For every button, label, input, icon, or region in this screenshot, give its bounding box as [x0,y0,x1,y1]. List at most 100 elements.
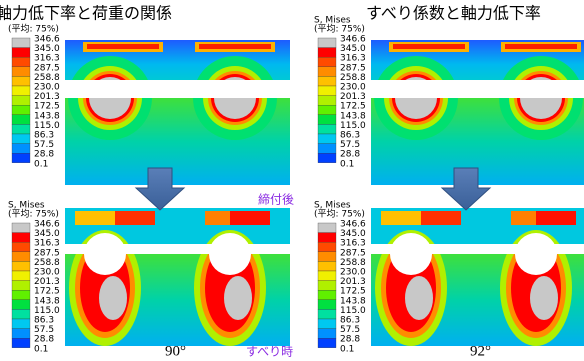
legend-label: 57.5 [340,140,360,150]
legend-swatch [12,86,30,96]
legend-label: 201.3 [34,277,60,287]
annotation-after-tightening: 締付後 [258,192,294,207]
stress-patch [75,211,115,225]
legend-label: 316.3 [34,239,60,249]
legend-label: 86.3 [340,316,360,326]
legend-label: 86.3 [34,131,54,141]
peak [99,276,127,320]
stress-band [505,44,577,49]
legend-swatch [12,124,30,134]
left-title: 軸力低下率と荷重の関係 [0,4,172,23]
legend-subtitle: (平均: 75%) [8,208,59,220]
legend-label: 345.0 [340,229,366,239]
legend-label: 230.0 [34,83,60,93]
legend-label: 287.5 [340,63,366,73]
legend-label: 28.8 [34,335,54,345]
legend-label: 287.5 [340,248,366,258]
legend-swatch [12,144,30,154]
legend-swatch [12,329,30,339]
legend-swatch [318,281,336,291]
legend-label: 28.8 [34,150,54,160]
legend-label: 0.1 [34,344,48,354]
legend-swatch [12,38,30,48]
legend-swatch [12,153,30,163]
legend-label: 230.0 [340,268,366,278]
legend-swatch [318,300,336,310]
legend-label: 287.5 [34,248,60,258]
legend-swatch [12,338,30,348]
legend-swatch [12,242,30,252]
legend-swatch [318,252,336,262]
legend-label: 172.5 [340,102,366,112]
legend-swatch [318,86,336,96]
legend-subtitle: (平均: 75%) [314,208,365,220]
legend-swatch [12,300,30,310]
legend-swatch [318,242,336,252]
legend-label: 143.8 [34,296,60,306]
legend-label: 346.6 [34,35,60,45]
legend-label: 115.0 [34,306,60,316]
legend-swatch [318,76,336,86]
legend-label: 57.5 [340,325,360,335]
legend-label: 0.1 [34,159,48,169]
legend-label: 57.5 [34,325,54,335]
legend-swatch [12,76,30,86]
legend-label: 143.8 [340,111,366,121]
contour-plot [371,40,584,185]
legend-swatch [318,319,336,329]
stress-patch [115,211,155,225]
legend-label: 201.3 [340,277,366,287]
legend-label: 258.8 [34,73,60,83]
legend-label: 0.1 [340,159,354,169]
legend-swatch [12,105,30,115]
stress-patch [381,211,421,225]
legend-swatch [12,48,30,58]
stress-band [199,44,271,49]
legend-label: 172.5 [34,287,60,297]
legend-label: 287.5 [34,63,60,73]
legend-swatch [12,115,30,125]
legend-label: 115.0 [34,121,60,131]
legend-label: 28.8 [340,335,360,345]
legend-swatch [318,338,336,348]
legend-label: 345.0 [340,44,366,54]
legend-swatch [12,252,30,262]
legend-swatch [12,233,30,243]
legend-swatch [318,57,336,67]
stress-patch [421,211,461,225]
legend-swatch [12,309,30,319]
legend-swatch [318,223,336,233]
legend-swatch [318,329,336,339]
legend-swatch [318,233,336,243]
gap [371,244,584,254]
legend-label: 0.1 [340,344,354,354]
legend-label: 143.8 [34,111,60,121]
legend-swatch [318,48,336,58]
legend-swatch [318,309,336,319]
legend-swatch [318,124,336,134]
stress-patch [536,211,576,225]
legend-label: 346.6 [340,220,366,230]
contour-plot [371,208,584,346]
legend-label: 316.3 [340,239,366,249]
legend-swatch [318,115,336,125]
legend-swatch [12,261,30,271]
legend-label: 258.8 [34,258,60,268]
legend-swatch [318,134,336,144]
legend-swatch [12,319,30,329]
stress-band [393,44,465,49]
legend-label: 57.5 [34,140,54,150]
legend-swatch [318,144,336,154]
legend-subtitle: (平均: 75%) [8,23,59,35]
hole-cut [65,80,290,98]
legend-swatch [12,134,30,144]
legend-swatch [12,281,30,291]
legend-label: 201.3 [340,92,366,102]
legend-swatch [12,67,30,77]
legend-label: 143.8 [340,296,366,306]
legend-swatch [12,96,30,106]
legend-label: 172.5 [340,287,366,297]
legend-swatch [318,290,336,300]
legend-label: 86.3 [34,316,54,326]
hole-cut [371,80,584,98]
